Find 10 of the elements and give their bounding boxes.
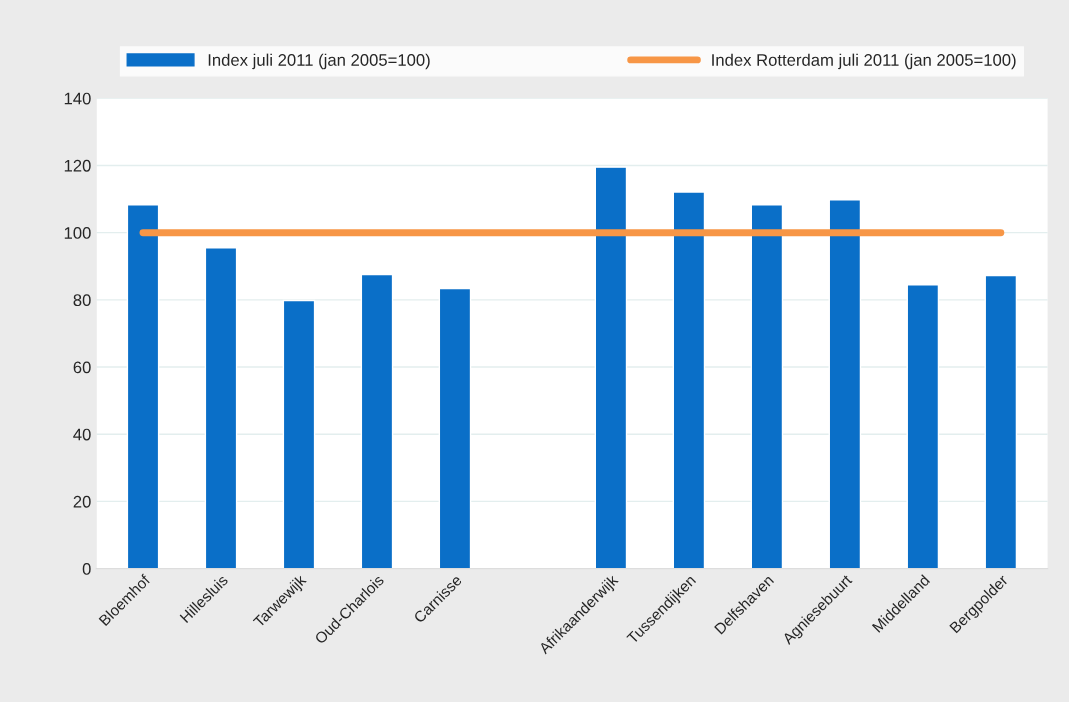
y-tick-label: 100 bbox=[64, 227, 91, 239]
legend-label: Index Rotterdam juli 2011 (jan 2005=100) bbox=[712, 53, 1016, 70]
y-tick-label: 80 bbox=[73, 294, 91, 307]
y-tick-label: 60 bbox=[73, 361, 91, 374]
y-tick-label: 0 bbox=[82, 563, 91, 575]
y-tick-label: 120 bbox=[64, 159, 91, 172]
y-tick-label: 40 bbox=[73, 428, 91, 441]
legend-label: Index juli 2011 (jan 2005=100) bbox=[208, 53, 430, 70]
y-tick-label: 140 bbox=[64, 92, 91, 105]
y-tick-label: 20 bbox=[73, 495, 91, 508]
